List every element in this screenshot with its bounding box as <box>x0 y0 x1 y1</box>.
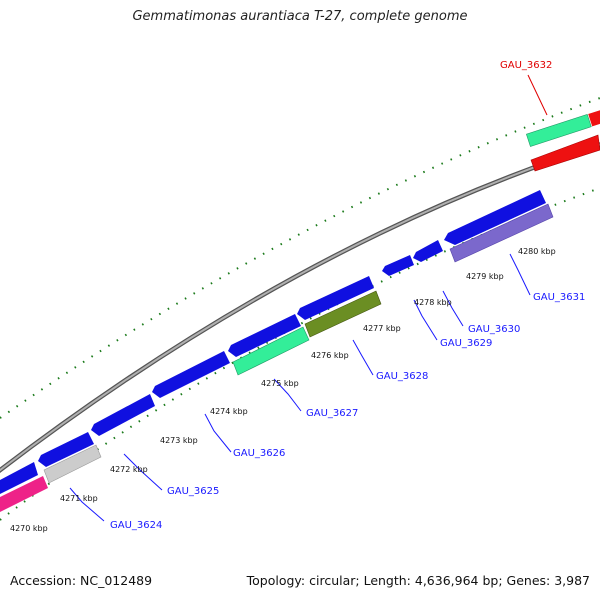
gene-label-gau-3624[interactable]: GAU_3624 <box>110 520 162 531</box>
gene-blue-feature[interactable] <box>382 255 414 276</box>
gene-blue-feature[interactable] <box>0 462 38 494</box>
gene-pink-feature[interactable] <box>0 476 48 512</box>
gau-3632-callout <box>527 74 548 116</box>
gene-teal-feature[interactable] <box>232 326 310 376</box>
gene-slate-feature[interactable] <box>449 203 554 263</box>
gene-label-gau-3632[interactable]: GAU_3632 <box>500 60 552 71</box>
scale-labels: 4270 kbp 4271 kbp 4272 kbp 4273 kbp 4274… <box>10 247 556 533</box>
gene-grey-feature[interactable] <box>43 444 102 484</box>
gene-olive-feature[interactable] <box>304 290 382 338</box>
gene-blue-feature[interactable] <box>38 432 94 467</box>
gene-blue-feature[interactable] <box>228 314 301 357</box>
scale-label: 4272 kbp <box>110 465 148 474</box>
scale-label: 4280 kbp <box>518 247 556 256</box>
reverse-strand-genes <box>0 190 554 512</box>
gene-label-gau-3629[interactable]: GAU_3629 <box>440 338 492 349</box>
forward-strand-genes <box>526 109 600 172</box>
gene-unnamed-teal-feature[interactable] <box>588 109 600 127</box>
scale-label: 4278 kbp <box>414 298 452 307</box>
label-callouts <box>69 253 531 522</box>
gene-gau-3632-feature[interactable] <box>526 113 592 147</box>
map-title: Gemmatimonas aurantiaca T-27, complete g… <box>132 9 468 24</box>
gene-label-gau-3626[interactable]: GAU_3626 <box>233 448 285 459</box>
scale-label: 4279 kbp <box>466 272 504 281</box>
gene-blue-feature[interactable] <box>152 351 230 398</box>
inner-tick-track <box>0 187 600 521</box>
outer-tick-track <box>0 97 600 419</box>
gene-label-gau-3628[interactable]: GAU_3628 <box>376 371 428 382</box>
scale-label: 4274 kbp <box>210 407 248 416</box>
gene-blue-feature[interactable] <box>413 240 443 262</box>
scale-label: 4275 kbp <box>261 379 299 388</box>
gene-red-feature[interactable] <box>530 134 600 172</box>
gene-label-gau-3627[interactable]: GAU_3627 <box>306 408 358 419</box>
gene-label-gau-3630[interactable]: GAU_3630 <box>468 324 520 335</box>
gene-blue-feature[interactable] <box>444 190 546 245</box>
genome-summary-text: Topology: circular; Length: 4,636,964 bp… <box>246 573 590 588</box>
gene-label-gau-3631[interactable]: GAU_3631 <box>533 292 585 303</box>
gene-blue-feature[interactable] <box>297 276 374 320</box>
scale-label: 4277 kbp <box>363 324 401 333</box>
gene-labels: GAU_3624 GAU_3625 GAU_3626 GAU_3627 GAU_… <box>110 60 585 531</box>
gene-label-gau-3625[interactable]: GAU_3625 <box>167 486 219 497</box>
scale-label: 4270 kbp <box>10 524 48 533</box>
scale-label: 4273 kbp <box>160 436 198 445</box>
scale-label: 4271 kbp <box>60 494 98 503</box>
accession-text: Accession: NC_012489 <box>10 573 153 588</box>
gene-blue-feature[interactable] <box>91 394 155 436</box>
scale-label: 4276 kbp <box>311 351 349 360</box>
